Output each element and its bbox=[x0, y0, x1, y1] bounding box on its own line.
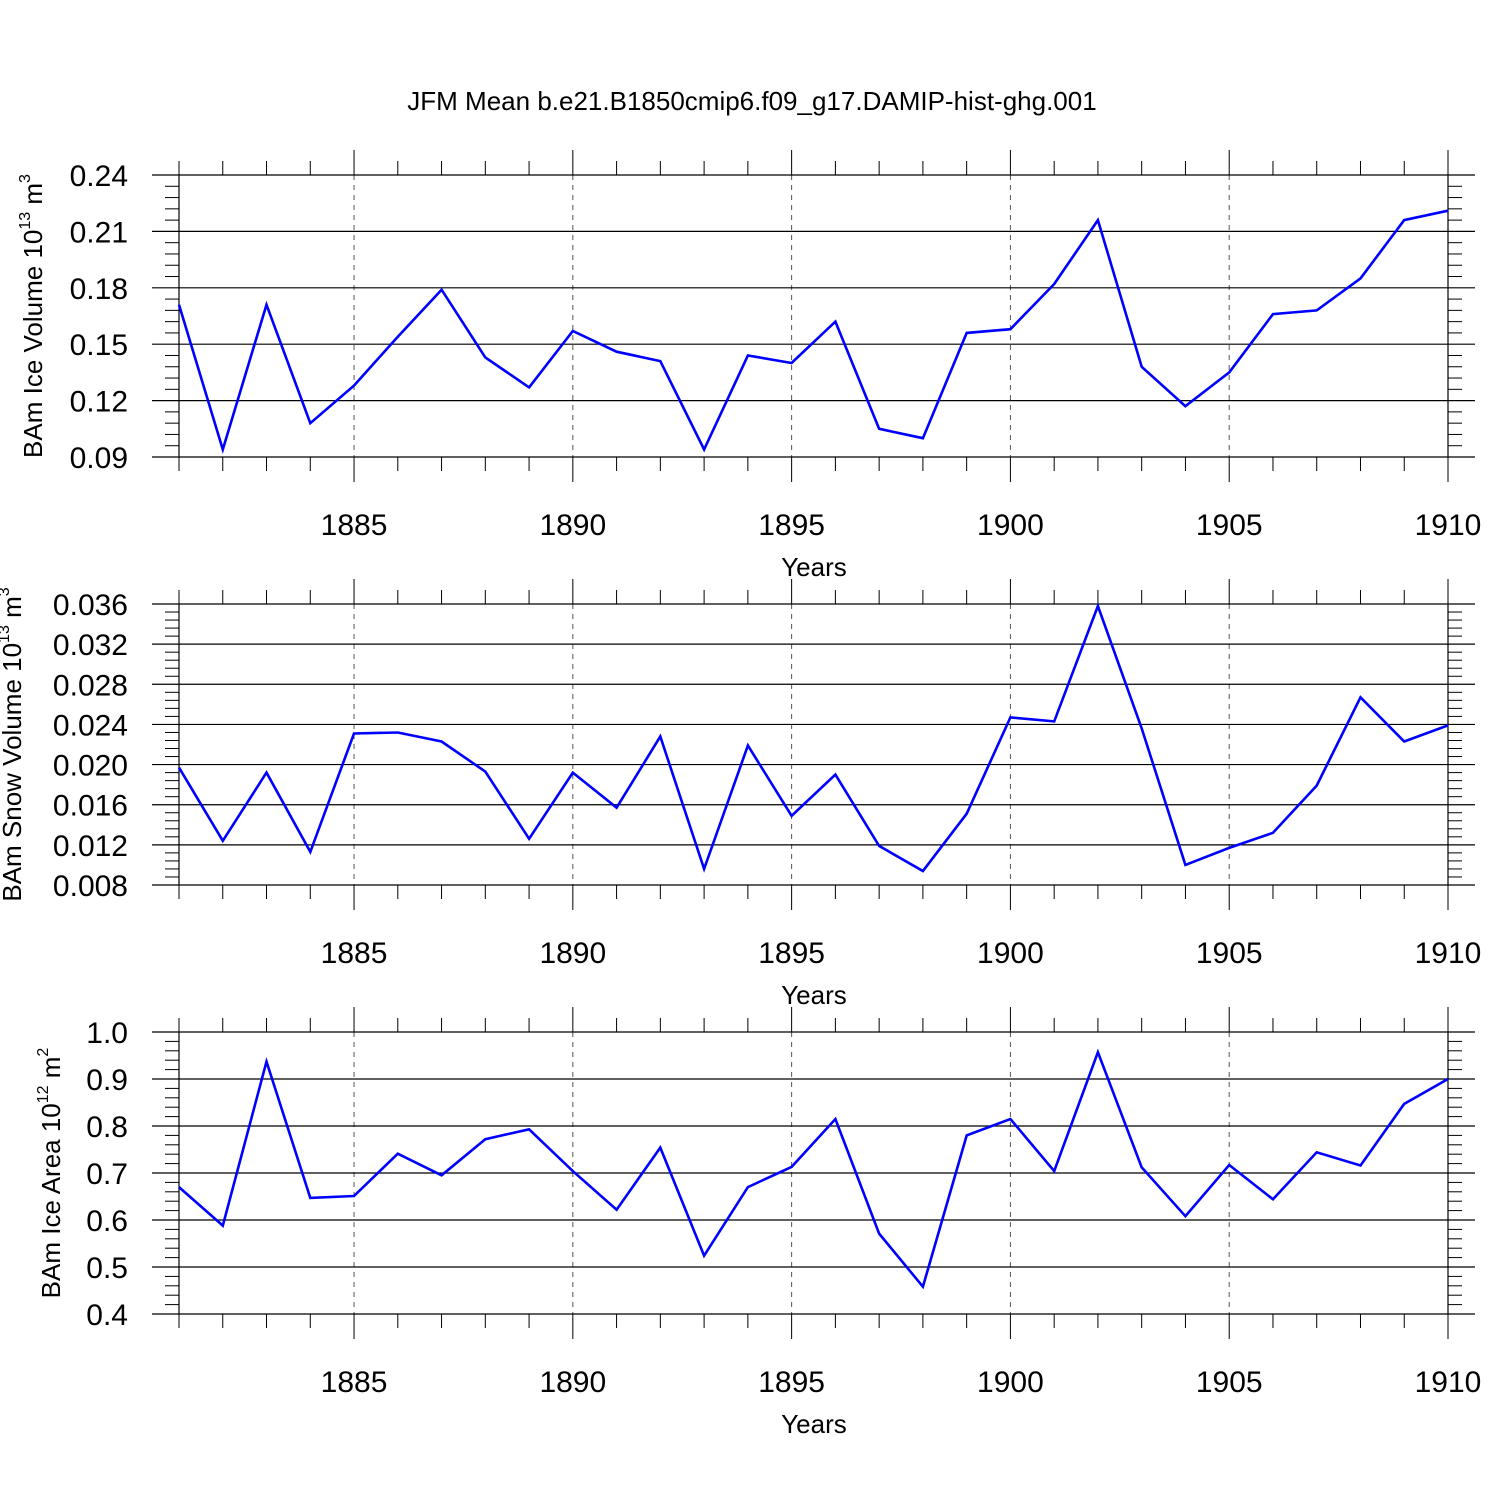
y-tick-label: 0.18 bbox=[70, 273, 128, 306]
y-tick-label: 0.7 bbox=[86, 1158, 128, 1191]
x-tick-label: 1890 bbox=[539, 509, 606, 542]
chart-panel-1: 0.09 0.12 0.15 0.18 0.21 0.24 1885 1890 1895 1900… bbox=[17, 150, 1481, 582]
series-line bbox=[177, 209, 1449, 454]
chart-panel-2: 0.008 0.012 0.016 0.020 0.024 0.028 0.032 0.036… bbox=[0, 579, 1481, 1010]
y-axis-title-part: BAm Ice Area 10 bbox=[36, 1103, 66, 1298]
y-tick-label: 0.09 bbox=[70, 442, 128, 475]
y-tick-label: 0.4 bbox=[86, 1299, 128, 1332]
y-tick-label: 0.032 bbox=[53, 629, 128, 662]
x-tick-label: 1900 bbox=[977, 937, 1044, 970]
y-axis-title-exponent: 12 bbox=[35, 1085, 52, 1103]
figure-title: JFM Mean b.e21.B1850cmip6.f09_g17.DAMIP-… bbox=[407, 86, 1096, 116]
y-axis-title: BAm Ice Area 1012 m2 bbox=[35, 1048, 66, 1299]
y-axis-title-exponent: 2 bbox=[35, 1048, 52, 1057]
y-tick-label: 0.016 bbox=[53, 790, 128, 823]
y-axis-title: BAm Ice Volume 1013 m3 bbox=[17, 174, 48, 458]
series-line bbox=[178, 1048, 1449, 1290]
x-tick-label: 1885 bbox=[321, 509, 388, 542]
y-tick-label: 0.024 bbox=[53, 709, 128, 742]
x-tick-label: 1885 bbox=[321, 937, 388, 970]
y-axis-title: BAm Snow Volume 1013 m3 bbox=[0, 587, 27, 901]
x-tick-label: 1885 bbox=[321, 1366, 388, 1399]
x-axis-title: Years bbox=[781, 980, 847, 1010]
y-tick-label: 0.12 bbox=[70, 386, 128, 419]
y-tick-label: 0.020 bbox=[53, 750, 128, 783]
x-tick-label: 1910 bbox=[1415, 509, 1482, 542]
y-axis-title-part: BAm Snow Volume 10 bbox=[0, 643, 27, 902]
y-tick-label: 0.028 bbox=[53, 669, 128, 702]
x-tick-label: 1895 bbox=[758, 1366, 825, 1399]
y-tick-label: 0.5 bbox=[86, 1252, 128, 1285]
y-axis-title-exponent: 13 bbox=[0, 625, 13, 643]
x-tick-label: 1905 bbox=[1196, 1366, 1263, 1399]
x-tick-label: 1905 bbox=[1196, 937, 1263, 970]
x-axis-title: Years bbox=[781, 552, 847, 582]
series-line bbox=[177, 602, 1449, 873]
y-tick-label: 0.24 bbox=[70, 160, 128, 193]
y-tick-label: 0.036 bbox=[53, 589, 128, 622]
y-axis-title-part: m bbox=[0, 596, 27, 625]
y-axis-title-part: m bbox=[18, 183, 48, 212]
x-tick-label: 1890 bbox=[539, 1366, 606, 1399]
chart-panel-3: 0.4 0.5 0.6 0.7 0.8 0.9 1.0 1885 1890 1895 1900 190… bbox=[35, 1007, 1481, 1439]
y-tick-label: 1.0 bbox=[86, 1017, 128, 1050]
x-tick-label: 1895 bbox=[758, 509, 825, 542]
x-tick-label: 1910 bbox=[1415, 1366, 1482, 1399]
y-tick-label: 0.15 bbox=[70, 329, 128, 362]
y-tick-label: 0.8 bbox=[86, 1111, 128, 1144]
y-axis-title-exponent: 13 bbox=[17, 212, 34, 230]
y-axis-title-part: BAm Ice Volume 10 bbox=[18, 230, 48, 458]
y-tick-label: 0.008 bbox=[53, 870, 128, 903]
y-tick-label: 0.012 bbox=[53, 830, 128, 863]
y-tick-label: 0.9 bbox=[86, 1064, 128, 1097]
x-tick-label: 1905 bbox=[1196, 509, 1263, 542]
panels: 0.09 0.12 0.15 0.18 0.21 0.24 1885 1890 1895 1900… bbox=[0, 150, 1481, 1439]
x-tick-label: 1900 bbox=[977, 509, 1044, 542]
y-axis-title-exponent: 3 bbox=[17, 174, 34, 183]
x-tick-label: 1910 bbox=[1415, 937, 1482, 970]
y-tick-label: 0.6 bbox=[86, 1205, 128, 1238]
x-axis-title: Years bbox=[781, 1409, 847, 1439]
y-axis-title-part: m bbox=[36, 1057, 66, 1086]
y-axis-title-exponent: 3 bbox=[0, 587, 13, 596]
y-tick-label: 0.21 bbox=[70, 216, 128, 249]
x-tick-label: 1900 bbox=[977, 1366, 1044, 1399]
x-tick-label: 1895 bbox=[758, 937, 825, 970]
x-tick-label: 1890 bbox=[539, 937, 606, 970]
